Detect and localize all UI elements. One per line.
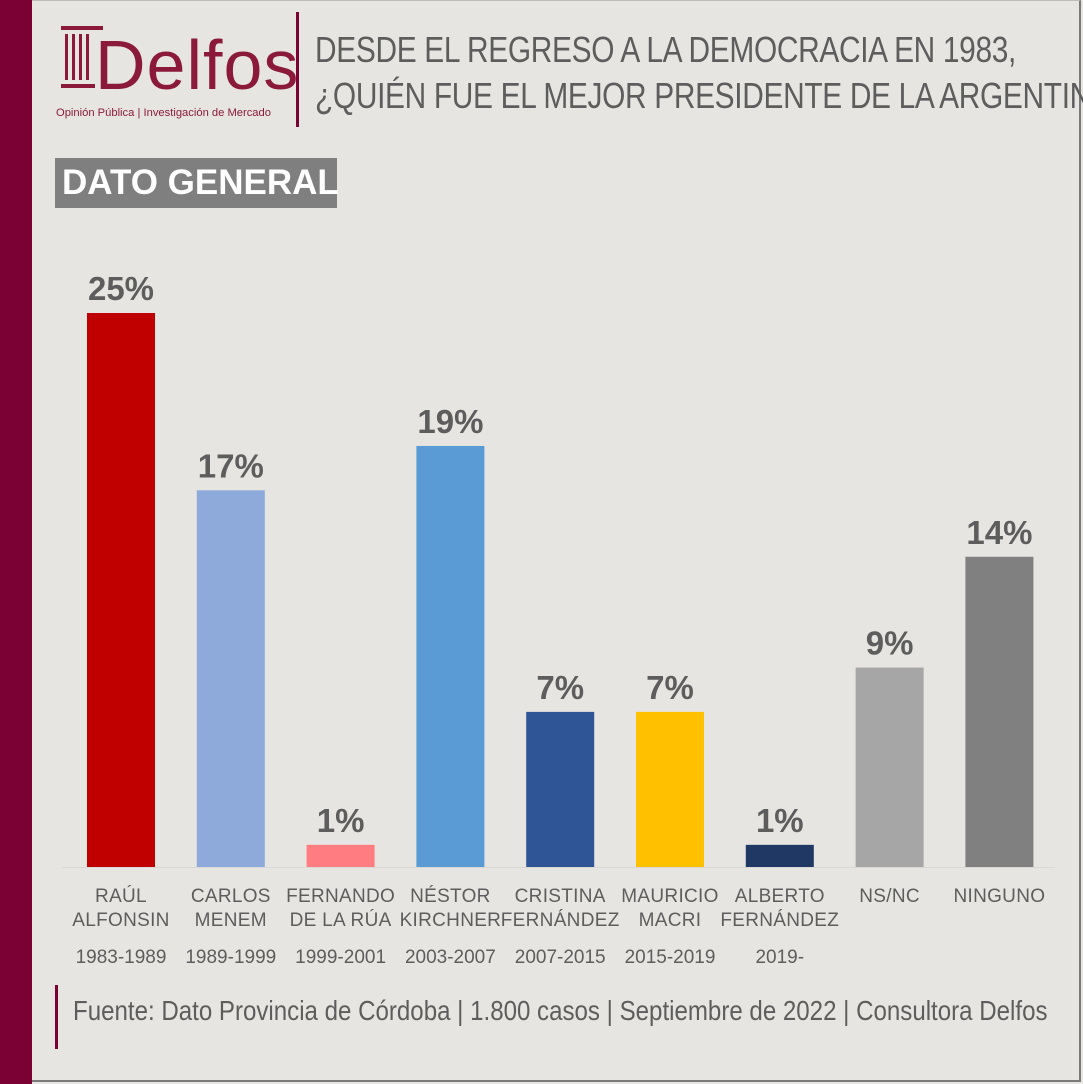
category-period-label: 2019-	[755, 947, 804, 968]
brand-side-bar	[0, 0, 32, 1084]
category-period-label: 2003-2007	[405, 947, 496, 968]
category-label: FERNÁNDEZ	[501, 910, 620, 931]
category-label: MACRI	[639, 910, 702, 931]
category-label: KIRCHNER	[400, 910, 502, 931]
category-label: MAURICIO	[621, 886, 718, 907]
category-label: NÉSTOR	[410, 886, 491, 907]
data-label: 9%	[866, 625, 914, 662]
category-label: MENEM	[195, 910, 267, 931]
source-footnote: Fuente: Dato Provincia de Córdoba | 1.80…	[73, 995, 1048, 1026]
category-label: DE LA RÚA	[290, 909, 392, 931]
column-logo-icon	[61, 26, 103, 88]
category-label: FERNÁNDEZ	[720, 910, 839, 931]
category-period-label: 1999-2001	[295, 947, 386, 968]
data-label: 1%	[756, 802, 804, 839]
bar	[196, 490, 265, 867]
bar	[855, 667, 924, 867]
data-label: 1%	[317, 802, 365, 839]
category-period-label: 1983-1989	[76, 947, 167, 968]
bar	[965, 556, 1034, 867]
category-label: CRISTINA	[515, 886, 606, 907]
category-period-label: 1989-1999	[185, 947, 276, 968]
data-label: 7%	[536, 669, 584, 706]
bar	[416, 445, 485, 867]
bar	[636, 711, 704, 867]
header-divider	[296, 12, 299, 127]
logo-wordmark: Delfos	[95, 26, 300, 104]
title-line-1: DESDE EL REGRESO A LA DEMOCRACIA EN 1983…	[315, 29, 1017, 70]
category-label: ALBERTO	[735, 886, 825, 907]
section-badge: DATO GENERAL	[55, 158, 339, 208]
delfos-logo: Delfos Opinión Pública | Investigación d…	[55, 14, 298, 124]
category-label: RAÚL	[95, 885, 147, 907]
bar	[745, 844, 814, 867]
data-label: 14%	[966, 514, 1032, 551]
data-label: 25%	[88, 270, 154, 307]
category-label: CARLOS	[191, 886, 271, 907]
footer-divider	[55, 985, 58, 1049]
category-period-label: 2007-2015	[515, 947, 606, 968]
bar	[306, 844, 375, 867]
category-label: ALFONSIN	[72, 910, 169, 931]
category-period-label: 2015-2019	[625, 947, 716, 968]
category-label: NINGUNO	[953, 886, 1045, 907]
category-label: FERNANDO	[286, 886, 395, 907]
chart-frame	[32, 0, 1081, 1082]
data-label: 19%	[417, 403, 483, 440]
data-label: 7%	[646, 669, 694, 706]
bar	[87, 313, 155, 867]
category-label: NS/NC	[859, 886, 920, 907]
bar	[526, 711, 595, 867]
logo-tagline: Opinión Pública | Investigación de Merca…	[56, 107, 271, 119]
data-label: 17%	[198, 447, 264, 484]
